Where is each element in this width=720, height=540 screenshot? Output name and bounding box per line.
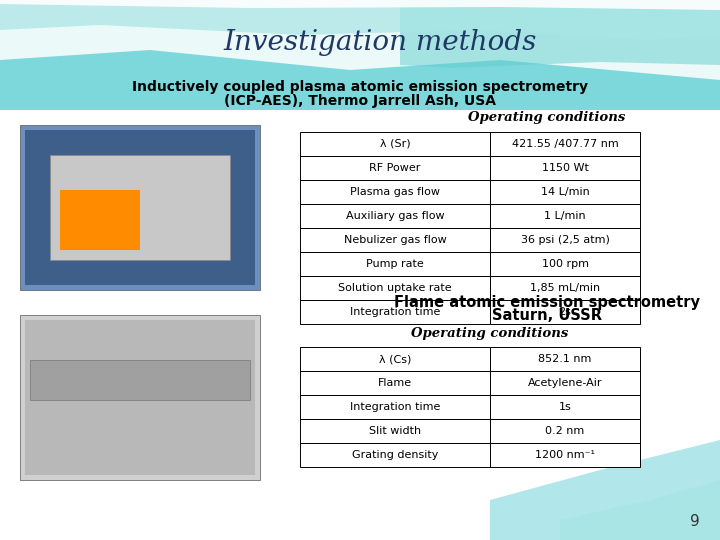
Text: Investigation methods: Investigation methods <box>223 30 536 57</box>
Text: Flame: Flame <box>378 378 412 388</box>
Text: 1,85 mL/min: 1,85 mL/min <box>530 283 600 293</box>
Text: Operating conditions: Operating conditions <box>411 327 569 340</box>
Text: Saturn, USSR: Saturn, USSR <box>492 308 602 323</box>
Bar <box>300 204 490 228</box>
Bar <box>490 276 640 300</box>
Bar <box>490 371 640 395</box>
Polygon shape <box>490 440 720 540</box>
Bar <box>300 419 490 443</box>
Polygon shape <box>0 0 720 10</box>
Text: 852.1 nm: 852.1 nm <box>539 354 592 364</box>
Bar <box>300 276 490 300</box>
Bar <box>25 130 255 285</box>
Bar <box>300 443 490 467</box>
Bar <box>300 371 490 395</box>
Text: 0.2 nm: 0.2 nm <box>545 426 585 436</box>
Text: 2s: 2s <box>559 307 572 317</box>
Bar <box>490 132 640 156</box>
Polygon shape <box>560 480 720 540</box>
Bar <box>490 204 640 228</box>
Text: Nebulizer gas flow: Nebulizer gas flow <box>343 235 446 245</box>
Text: 14 L/min: 14 L/min <box>541 187 590 197</box>
Bar <box>490 228 640 252</box>
Bar <box>490 347 640 371</box>
Bar <box>50 155 230 260</box>
Text: 100 rpm: 100 rpm <box>541 259 588 269</box>
Bar <box>20 125 260 290</box>
Text: Acetylene-Air: Acetylene-Air <box>528 378 602 388</box>
Text: 1200 nm⁻¹: 1200 nm⁻¹ <box>535 450 595 460</box>
Bar <box>300 395 490 419</box>
Text: (ICP-AES), Thermo Jarrell Ash, USA: (ICP-AES), Thermo Jarrell Ash, USA <box>224 94 496 108</box>
Text: λ (Cs): λ (Cs) <box>379 354 411 364</box>
Text: RF Power: RF Power <box>369 163 420 173</box>
Bar <box>60 190 140 250</box>
Bar <box>490 395 640 419</box>
Bar <box>25 320 255 475</box>
Text: Flame atomic emission spectrometry: Flame atomic emission spectrometry <box>394 294 700 309</box>
Text: 1 L/min: 1 L/min <box>544 211 586 221</box>
Bar <box>300 180 490 204</box>
Text: 421.55 /407.77 nm: 421.55 /407.77 nm <box>512 139 618 149</box>
Text: Pump rate: Pump rate <box>366 259 424 269</box>
Text: 36 psi (2,5 atm): 36 psi (2,5 atm) <box>521 235 609 245</box>
Bar <box>490 300 640 324</box>
Bar <box>490 180 640 204</box>
Polygon shape <box>0 0 720 80</box>
Bar <box>490 443 640 467</box>
Polygon shape <box>400 0 720 68</box>
Bar <box>490 252 640 276</box>
Text: Slit width: Slit width <box>369 426 421 436</box>
Bar <box>490 419 640 443</box>
Text: Auxiliary gas flow: Auxiliary gas flow <box>346 211 444 221</box>
Bar <box>30 360 250 400</box>
Text: Integration time: Integration time <box>350 402 440 412</box>
Text: Operating conditions: Operating conditions <box>468 111 626 125</box>
Bar <box>300 347 490 371</box>
Text: Grating density: Grating density <box>352 450 438 460</box>
Bar <box>490 156 640 180</box>
Text: Inductively coupled plasma atomic emission spectrometry: Inductively coupled plasma atomic emissi… <box>132 80 588 94</box>
Bar <box>20 315 260 480</box>
Bar <box>300 132 490 156</box>
Polygon shape <box>0 0 720 40</box>
Text: 1s: 1s <box>559 402 572 412</box>
Polygon shape <box>0 0 720 110</box>
Text: 1150 Wt: 1150 Wt <box>541 163 588 173</box>
Bar <box>300 300 490 324</box>
Text: Integration time: Integration time <box>350 307 440 317</box>
Bar <box>300 252 490 276</box>
Text: λ (Sr): λ (Sr) <box>379 139 410 149</box>
Bar <box>300 228 490 252</box>
Bar <box>300 156 490 180</box>
Bar <box>25 130 255 285</box>
Text: Solution uptake rate: Solution uptake rate <box>338 283 452 293</box>
Text: 9: 9 <box>690 515 700 530</box>
Text: Plasma gas flow: Plasma gas flow <box>350 187 440 197</box>
